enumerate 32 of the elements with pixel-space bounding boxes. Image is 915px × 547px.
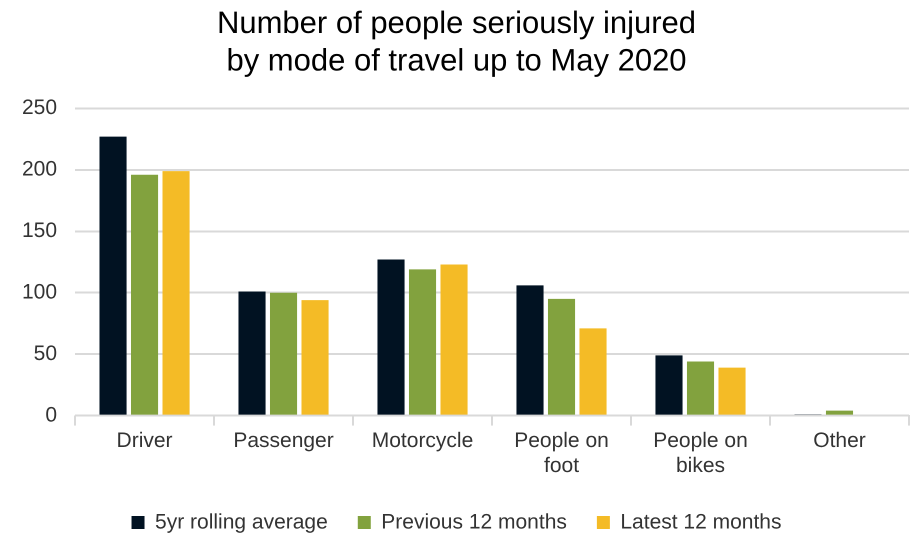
bar (548, 298, 576, 415)
bar (516, 285, 544, 415)
bar (99, 136, 127, 415)
x-tick-label: Motorcycle (372, 428, 474, 452)
x-tick-label: People on foot (514, 428, 609, 478)
y-tick-label: 150 (22, 219, 58, 242)
bar (655, 355, 683, 415)
x-tick-label: Passenger (233, 428, 334, 452)
chart-title: Number of people seriously injured by mode of travel up to May 2020 (216, 5, 696, 78)
bar (377, 260, 405, 415)
bar (579, 328, 607, 415)
y-tick-label: 200 (22, 158, 58, 181)
bar (270, 292, 298, 415)
bar (718, 368, 746, 415)
bar (686, 362, 714, 415)
legend-label: Previous 12 months (381, 510, 567, 534)
bar (408, 269, 436, 415)
legend-label: Latest 12 months (620, 510, 782, 534)
bar (162, 171, 190, 415)
x-tick-label: Driver (116, 428, 173, 452)
y-tick-label: 0 (45, 403, 58, 426)
x-tick-label: People on bikes (653, 428, 748, 478)
bar (301, 300, 329, 415)
bar (130, 174, 158, 415)
bar (238, 291, 266, 415)
bar (440, 264, 468, 415)
bar (826, 410, 854, 415)
y-tick-label: 250 (22, 96, 58, 120)
legend-label: 5yr rolling average (155, 510, 328, 534)
y-tick-label: 100 (22, 280, 58, 304)
x-tick-label: Other (813, 428, 866, 452)
y-tick-label: 50 (34, 342, 58, 365)
